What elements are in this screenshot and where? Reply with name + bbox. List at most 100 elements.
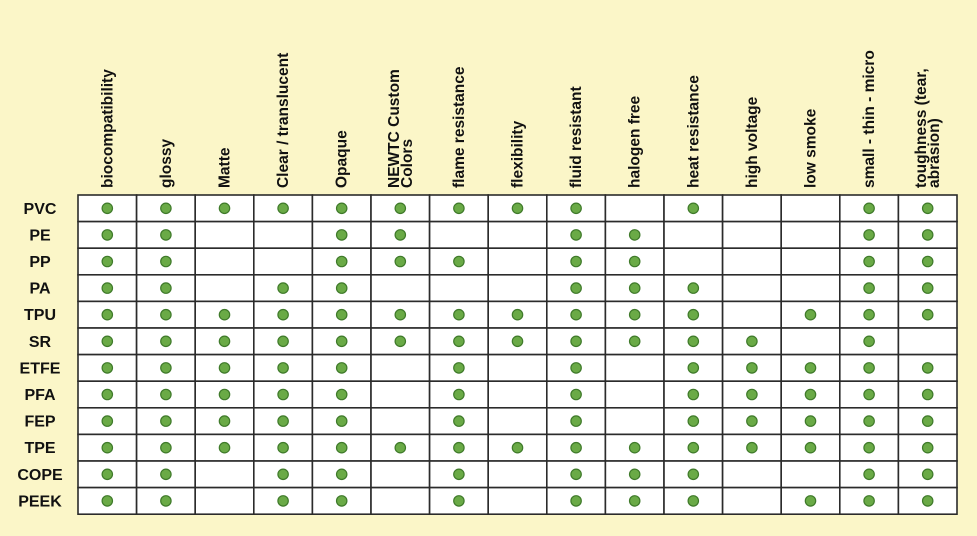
column-header: toughness (tear,abrasion) [913,68,943,188]
feature-dot [335,415,348,427]
table-cell [604,406,665,436]
table-cell [487,406,548,436]
column-header: glossy [158,139,175,188]
feature-dot [277,335,289,348]
table-cell [897,327,958,356]
table-cell [370,406,431,436]
table-cell [780,220,841,250]
column-header: flame resistance [451,66,468,188]
feature-dot [160,308,172,321]
column-header-label: heat resistance [685,75,702,188]
feature-dot [921,255,934,268]
feature-dot [101,415,114,427]
feature-dot [218,362,231,374]
feature-dot [394,202,407,215]
feature-dot [863,362,875,374]
feature-dot [394,441,407,454]
table-cell [721,460,782,489]
feature-dot [804,362,817,374]
table-cell [370,486,431,516]
feature-dot [335,282,348,294]
column-header: fluid resistant [568,86,585,188]
feature-dot [394,335,407,348]
feature-dot [160,255,172,268]
column-header-label: halogen free [627,95,644,188]
feature-dot [101,335,114,348]
feature-dot [511,308,524,321]
feature-dot [277,362,289,374]
column-header-label: NEWTC Custom [386,69,403,188]
table-cell [721,194,782,223]
table-cell [370,353,431,383]
feature-dot [628,229,641,241]
feature-dot [570,308,582,321]
table-cell [487,460,548,489]
feature-dot [628,335,641,348]
table-cell [487,380,548,409]
column-header-label: Colors [399,139,416,188]
feature-dot [863,335,875,348]
feature-dot [570,229,582,241]
feature-dot [101,308,114,321]
feature-dot [394,255,407,268]
feature-dot [453,362,465,374]
feature-dot [863,229,875,241]
feature-dot [218,335,231,348]
feature-dot [746,415,758,427]
table-cell [487,247,548,276]
column-header-label: high voltage [744,96,761,188]
column-header-label: low smoke [803,108,820,188]
feature-dot [570,388,582,401]
feature-dot [863,202,875,215]
column-header: high voltage [744,96,761,188]
feature-dot [921,468,934,481]
feature-dot [687,202,700,215]
feature-dot [277,282,289,294]
feature-dot [335,388,348,401]
feature-dot [218,308,231,321]
feature-dot [570,202,582,215]
table-cell [780,194,841,223]
feature-dot [570,415,582,427]
feature-dot [687,495,700,507]
table-cell [780,460,841,489]
feature-dot [746,388,758,401]
row-label: PEEK [18,493,62,510]
table-cell [370,327,431,356]
feature-dot [511,335,524,348]
feature-dot [746,441,758,454]
table-cell [194,273,255,303]
feature-dot [160,388,172,401]
table-cell [194,220,255,250]
feature-dot [453,202,465,215]
feature-dot [921,229,934,241]
feature-dot [863,468,875,481]
feature-dot [277,415,289,427]
column-header: Matte [217,147,234,188]
feature-dot [453,415,465,427]
table-cell [721,220,782,250]
table-cell [487,220,548,250]
feature-dot [453,255,465,268]
table-cell [545,406,607,436]
table-cell [194,460,255,489]
feature-dot [101,388,114,401]
table-cell [721,300,782,329]
feature-dot [687,388,700,401]
feature-dot [394,229,407,241]
feature-dot [921,388,934,401]
column-header-label: Opaque [334,130,351,188]
feature-dot [218,388,231,401]
feature-dot [746,362,758,374]
table-cell [663,247,724,276]
table-cell [370,380,431,409]
column-header: halogen free [627,95,644,188]
column-header: flexibility [510,120,527,188]
column-header-label: flexibility [510,120,527,188]
column-header: biocompatibility [99,69,116,188]
feature-dot [921,495,934,507]
table-cell [487,353,548,383]
feature-dot [101,229,114,241]
table-cell [780,486,841,516]
